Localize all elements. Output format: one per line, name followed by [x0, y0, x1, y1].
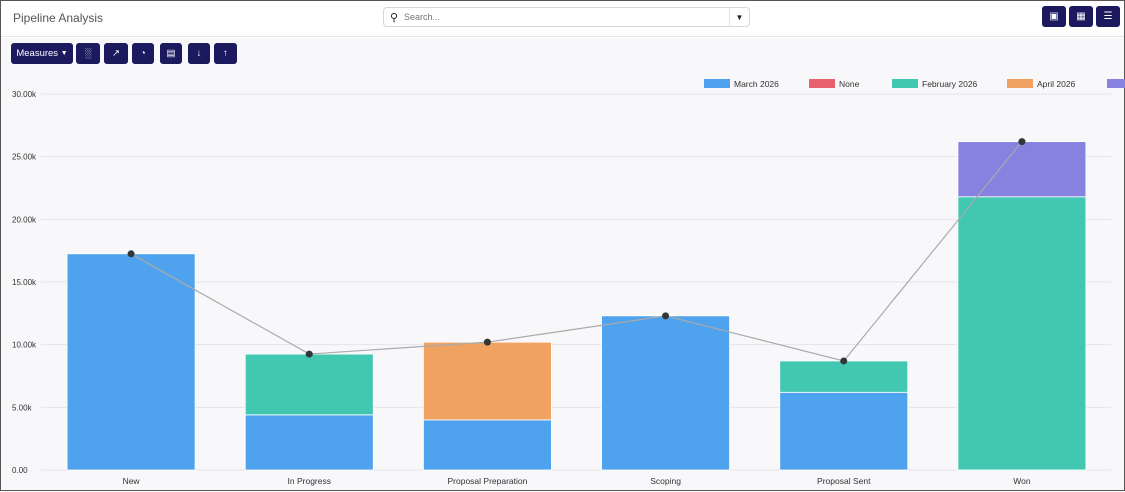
x-tick-label: In Progress [288, 476, 331, 486]
table-icon: ▦ [1076, 11, 1086, 22]
caret-down-icon: ▼ [735, 12, 744, 22]
search-input[interactable] [404, 12, 729, 22]
graph-view-button[interactable]: ▣ [1042, 6, 1066, 27]
bar-segment [779, 391, 909, 471]
line-chart-icon: ↗ [112, 48, 120, 59]
list-icon: ☰ [1103, 11, 1113, 22]
bar-chart-icon: ░ [84, 48, 92, 59]
legend-swatch [809, 79, 835, 88]
bar-segment [423, 419, 552, 471]
bar-segment [601, 315, 730, 471]
page-title: Pipeline Analysis [13, 11, 104, 25]
sum-point [305, 350, 313, 358]
y-tick-label: 30.00k [12, 90, 37, 99]
y-tick-label: 20.00k [12, 215, 37, 224]
search-options-dropdown[interactable]: ▼ [729, 8, 749, 26]
sum-point [662, 312, 670, 320]
sum-point [840, 357, 848, 365]
bar-segment [244, 353, 374, 416]
y-tick-label: 0.00 [12, 466, 28, 475]
sum-point [1018, 138, 1026, 146]
sort-ascending-button[interactable]: ↑ [214, 43, 237, 64]
sum-point [483, 338, 491, 346]
search-icon: ⚲ [389, 11, 399, 24]
pie-chart-button[interactable]: ◔ [132, 43, 154, 64]
header: Pipeline Analysis ⚲ ▼ ▣ ▦ ☰ [1, 1, 1124, 37]
legend-label: None [839, 79, 860, 89]
legend-label: March 2026 [734, 79, 779, 89]
sum-point [127, 250, 135, 258]
pie-chart-icon: ◔ [140, 48, 146, 59]
search-box[interactable]: ⚲ ▼ [383, 7, 750, 27]
database-icon: ▤ [166, 48, 176, 59]
y-tick-label: 10.00k [12, 341, 37, 350]
bar-segment [244, 414, 374, 471]
bar-segment [66, 253, 196, 471]
bar-segment [957, 196, 1087, 471]
legend-swatch [1007, 79, 1033, 88]
area-chart-icon: ▣ [1049, 11, 1059, 22]
x-tick-label: New [123, 476, 141, 486]
y-tick-label: 5.00k [12, 403, 33, 412]
legend-swatch [1107, 79, 1125, 88]
bar-segment [957, 141, 1087, 198]
stacked-button[interactable]: ▤ [160, 43, 182, 64]
sort-desc-icon: ↓ [196, 48, 202, 59]
x-tick-label: Won [1013, 476, 1031, 486]
measures-label: Measures [16, 48, 59, 59]
bar-segment [423, 341, 552, 421]
legend-label: February 2026 [922, 79, 978, 89]
list-view-button[interactable]: ☰ [1096, 6, 1120, 27]
bar-chart-button[interactable]: ░ [76, 43, 100, 64]
caret-down-icon: ▼ [60, 50, 68, 57]
x-tick-label: Scoping [650, 476, 681, 486]
pivot-view-button[interactable]: ▦ [1069, 6, 1093, 27]
sort-descending-button[interactable]: ↓ [188, 43, 210, 64]
line-chart-button[interactable]: ↗ [104, 43, 128, 64]
legend-swatch [892, 79, 918, 88]
measures-dropdown[interactable]: Measures ▼ [11, 43, 73, 64]
bar-segment [779, 360, 909, 393]
y-tick-label: 15.00k [12, 278, 37, 287]
y-tick-label: 25.00k [12, 153, 37, 162]
x-tick-label: Proposal Preparation [447, 476, 527, 486]
sum-line [130, 141, 1023, 362]
sort-asc-icon: ↑ [223, 48, 228, 59]
x-tick-label: Proposal Sent [817, 476, 871, 486]
legend-label: April 2026 [1037, 79, 1076, 89]
legend-swatch [704, 79, 730, 88]
